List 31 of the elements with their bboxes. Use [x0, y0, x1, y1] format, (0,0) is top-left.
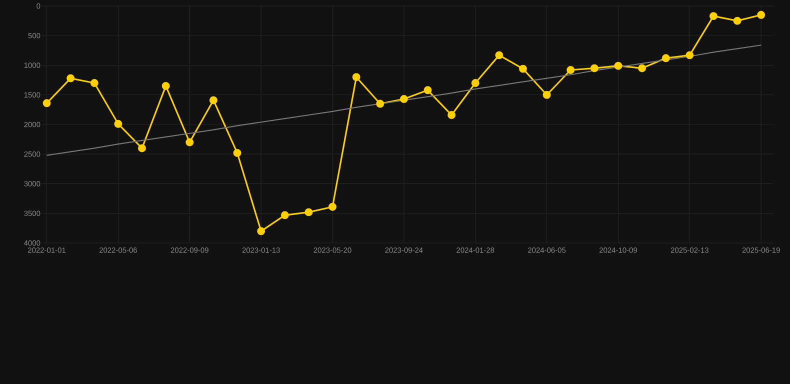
point: [114, 120, 122, 128]
point: [162, 82, 170, 90]
point: [638, 64, 646, 72]
point: [42, 99, 51, 108]
point: [400, 95, 408, 104]
point: [90, 79, 98, 88]
point: [495, 51, 504, 60]
point: [471, 79, 480, 88]
point: [686, 51, 694, 60]
point: [733, 16, 742, 25]
point: [352, 73, 360, 82]
point: [280, 211, 289, 220]
point: [757, 10, 766, 19]
point: [590, 64, 598, 72]
point: [424, 86, 432, 94]
point: [186, 138, 194, 146]
point: [66, 74, 75, 82]
point: [566, 66, 575, 74]
point: [709, 12, 718, 20]
point: [304, 208, 313, 216]
point: [257, 227, 266, 236]
point: [519, 64, 527, 73]
point: [542, 90, 551, 99]
point: [662, 54, 670, 62]
point: [209, 96, 218, 104]
point: [233, 148, 242, 157]
point: [138, 144, 146, 152]
point: [328, 202, 336, 211]
point: [376, 100, 384, 108]
point: [614, 62, 622, 70]
point: [448, 111, 456, 120]
